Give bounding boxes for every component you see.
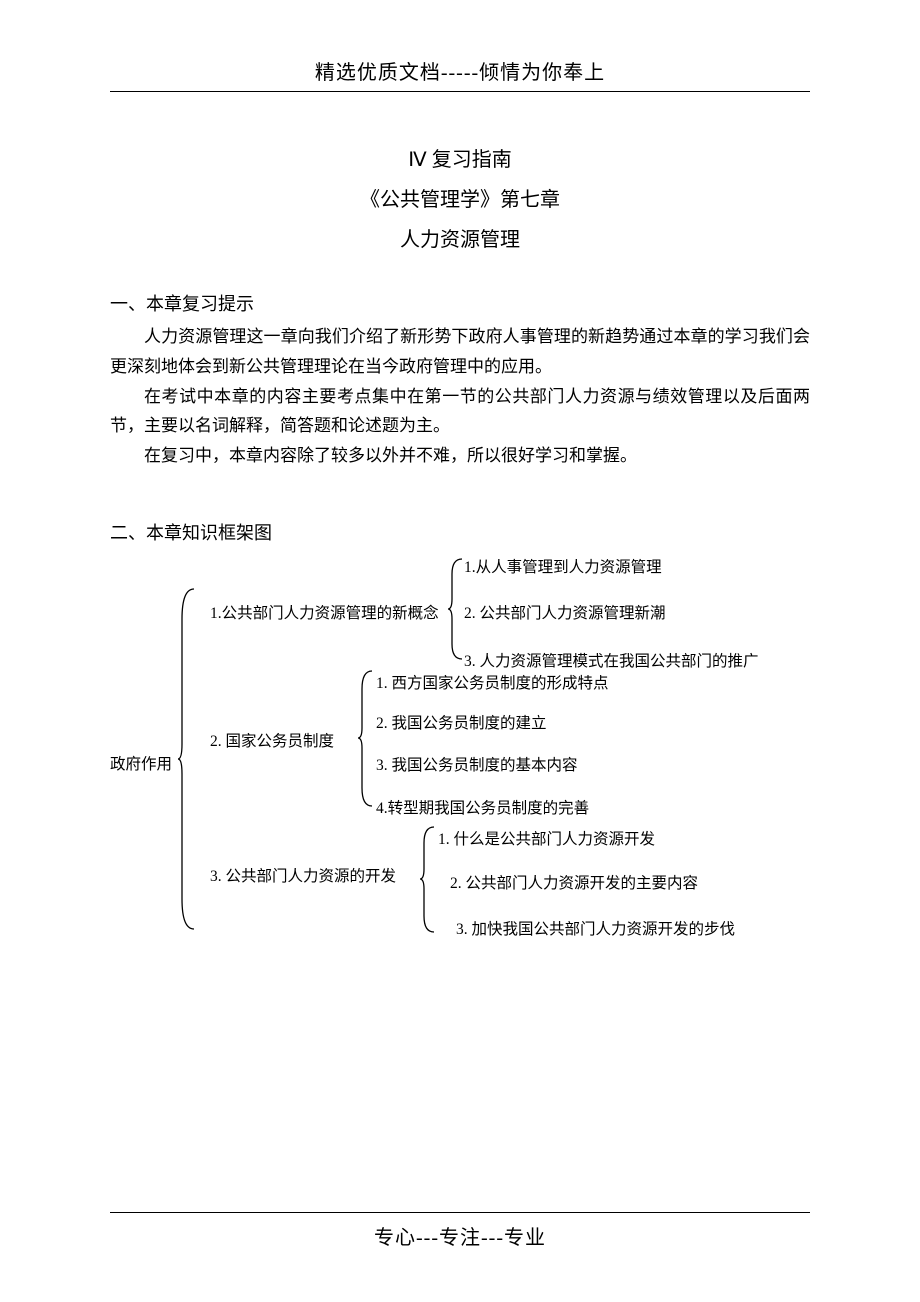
brace-b3	[420, 827, 438, 932]
diagram-b2-label: 2. 国家公务员制度	[210, 729, 334, 751]
title-line-2: 《公共管理学》第七章	[110, 180, 810, 220]
section2-heading: 二、本章知识框架图	[110, 519, 810, 545]
diagram-root: 政府作用	[110, 752, 172, 774]
section1-p1: 人力资源管理这一章向我们介绍了新形势下政府人事管理的新趋势通过本章的学习我们会更…	[110, 322, 810, 382]
diagram-b3-leaf-a: 1. 什么是公共部门人力资源开发	[438, 827, 655, 849]
section1-heading: 一、本章复习提示	[110, 290, 810, 316]
footer-text: 专心---专注---专业	[0, 1221, 920, 1250]
diagram-b1-leaf-a: 1.从人事管理到人力资源管理	[464, 555, 662, 577]
diagram-b3-label: 3. 公共部门人力资源的开发	[210, 864, 396, 886]
page-footer: 专心---专注---专业	[0, 1212, 920, 1250]
diagram-b3-leaf-b: 2. 公共部门人力资源开发的主要内容	[450, 871, 698, 893]
diagram-b1-label: 1.公共部门人力资源管理的新概念	[210, 601, 439, 623]
footer-rule	[110, 1212, 810, 1213]
section1-p3: 在复习中，本章内容除了较多以外并不难，所以很好学习和掌握。	[110, 441, 810, 471]
diagram-b3-leaf-c: 3. 加快我国公共部门人力资源开发的步伐	[456, 917, 735, 939]
title-block: Ⅳ 复习指南 《公共管理学》第七章 人力资源管理	[110, 140, 810, 260]
diagram-b2-leaf-a: 1. 西方国家公务员制度的形成特点	[376, 671, 609, 693]
diagram-b1-leaf-b: 2. 公共部门人力资源管理新潮	[464, 601, 666, 623]
brace-b2	[358, 671, 376, 806]
diagram-b2-leaf-b: 2. 我国公务员制度的建立	[376, 711, 547, 733]
diagram-b1-leaf-c: 3. 人力资源管理模式在我国公共部门的推广	[464, 649, 759, 671]
title-line-3: 人力资源管理	[110, 220, 810, 260]
page-header: 精选优质文档-----倾情为你奉上	[110, 56, 810, 91]
diagram-b2-leaf-c: 3. 我国公务员制度的基本内容	[376, 753, 578, 775]
diagram-b2-leaf-d: 4.转型期我国公务员制度的完善	[376, 796, 589, 818]
section1-p2: 在考试中本章的内容主要考点集中在第一节的公共部门人力资源与绩效管理以及后面两节，…	[110, 382, 810, 442]
brace-root	[178, 589, 198, 929]
title-line-1: Ⅳ 复习指南	[110, 140, 810, 180]
header-rule	[110, 91, 810, 92]
knowledge-diagram: 政府作用 1.公共部门人力资源管理的新概念 1.从人事管理到人力资源管理 2. …	[110, 559, 810, 979]
